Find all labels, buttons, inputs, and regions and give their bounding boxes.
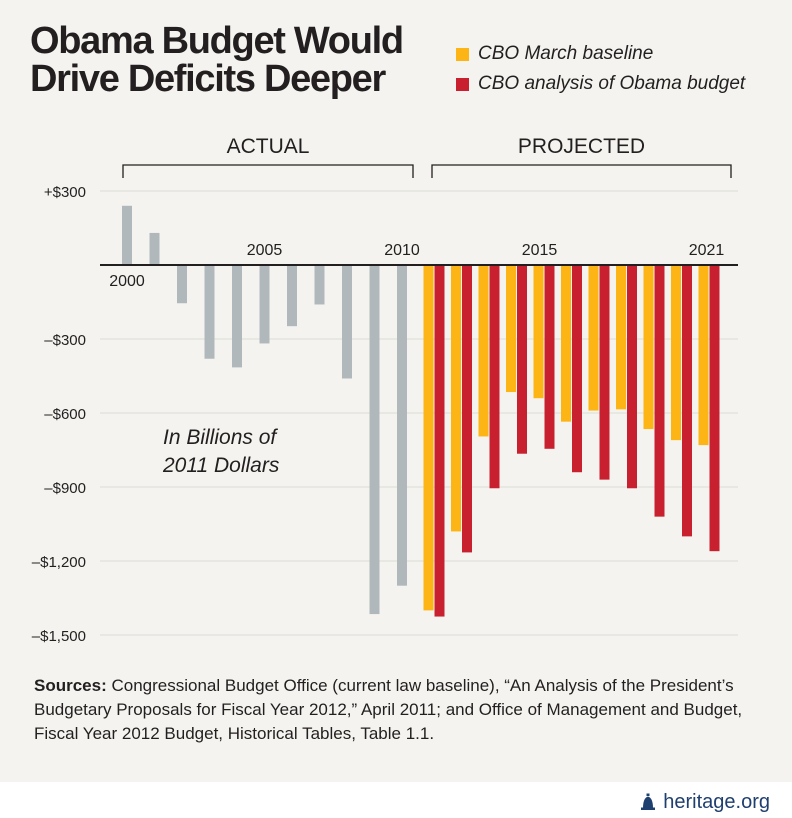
projected-bracket bbox=[431, 164, 732, 178]
bar-obama bbox=[599, 265, 610, 480]
bar-baseline bbox=[616, 265, 626, 410]
legend-label-baseline: CBO March baseline bbox=[478, 43, 654, 64]
y-tick-label: –$1,200 bbox=[32, 554, 86, 571]
x-tick-label: 2010 bbox=[384, 242, 420, 259]
sources-label: Sources: bbox=[34, 676, 107, 695]
bar-actual bbox=[122, 205, 132, 265]
bar-baseline bbox=[423, 265, 434, 611]
title-line-2: Drive Deficits Deeper bbox=[30, 58, 386, 100]
liberty-bell-icon bbox=[641, 793, 656, 810]
bar-baseline bbox=[561, 265, 571, 422]
units-annotation-line-2: 2011 Dollars bbox=[162, 454, 280, 477]
bar-actual bbox=[177, 265, 187, 304]
bar-actual bbox=[342, 265, 352, 379]
bar-baseline bbox=[698, 265, 709, 446]
y-tick-label: –$900 bbox=[44, 480, 86, 497]
bar-baseline bbox=[451, 265, 461, 532]
bar-obama bbox=[489, 265, 500, 489]
legend-label-obama: CBO analysis of Obama budget bbox=[478, 73, 746, 94]
bar-obama bbox=[709, 265, 720, 552]
bar-actual bbox=[204, 265, 215, 359]
y-tick-label: –$600 bbox=[44, 406, 86, 423]
heritage-logo: heritage.org bbox=[639, 790, 770, 814]
footer-brand: heritage.org bbox=[663, 790, 770, 813]
x-tick-label: 2015 bbox=[522, 242, 558, 259]
x-tick-label: 2021 bbox=[689, 242, 725, 259]
x-tick-label: 2005 bbox=[247, 242, 283, 259]
bar-actual bbox=[397, 265, 407, 586]
bar-actual bbox=[287, 265, 297, 327]
title-line-1: Obama Budget Would bbox=[30, 20, 404, 62]
bar-obama bbox=[627, 265, 637, 489]
bar-actual bbox=[314, 265, 325, 305]
bar-obama bbox=[544, 265, 555, 449]
bar-obama bbox=[654, 265, 665, 517]
bar-obama bbox=[517, 265, 527, 454]
y-tick-label: +$300 bbox=[44, 184, 86, 201]
units-annotation-line-1: In Billions of bbox=[163, 426, 278, 449]
legend-swatch-baseline bbox=[456, 48, 469, 61]
bar-obama bbox=[682, 265, 692, 537]
chart-title: Obama Budget Would Drive Deficits Deeper bbox=[30, 22, 430, 98]
y-tick-label: –$1,500 bbox=[32, 628, 86, 645]
bar-obama bbox=[462, 265, 472, 553]
bar-actual bbox=[149, 232, 160, 265]
projected-label: PROJECTED bbox=[518, 135, 645, 158]
bar-actual bbox=[259, 265, 270, 344]
bar-baseline bbox=[643, 265, 654, 430]
actual-bracket bbox=[122, 164, 414, 178]
sources-text: Congressional Budget Office (current law… bbox=[34, 676, 743, 743]
bar-baseline bbox=[506, 265, 516, 393]
bar-actual bbox=[369, 265, 380, 615]
bar-baseline bbox=[478, 265, 489, 437]
bar-obama bbox=[434, 265, 445, 617]
bar-baseline bbox=[533, 265, 544, 399]
bar-chart: +$300 –$300 –$600 –$900 –$1,200 –$1,500 2000 20… bbox=[32, 135, 738, 645]
bar-obama bbox=[572, 265, 582, 473]
actual-label: ACTUAL bbox=[227, 135, 310, 158]
legend-swatch-obama bbox=[456, 78, 469, 91]
bar-actual bbox=[232, 265, 242, 368]
sources-note: Sources: Congressional Budget Office (cu… bbox=[34, 674, 764, 746]
bar-baseline bbox=[588, 265, 599, 411]
bar-baseline bbox=[671, 265, 681, 441]
y-tick-label: –$300 bbox=[44, 332, 86, 349]
x-tick-label: 2000 bbox=[109, 273, 145, 290]
